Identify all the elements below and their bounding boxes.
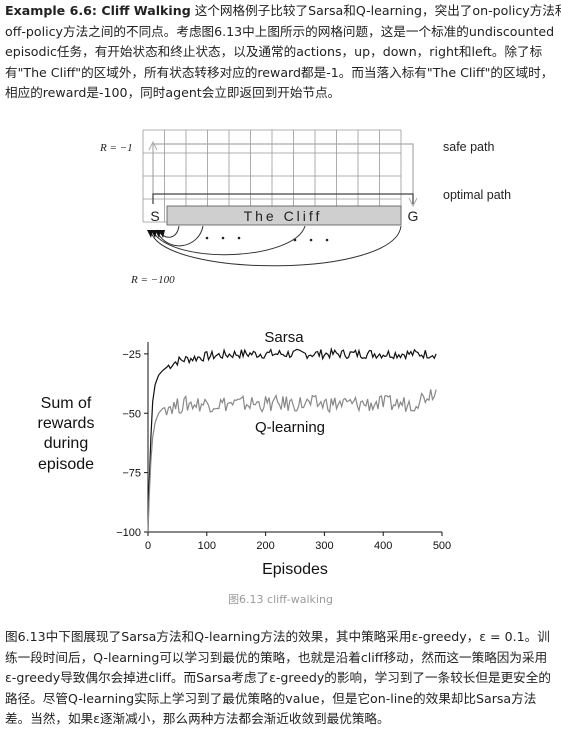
outro-line-3: ε-greedy导致偶尔会掉进cliff。而Sarsa考虑了ε-greedy的影… [5, 670, 551, 685]
intro-line-3: episodic任务，有开始状态和终止状态，以及通常的actions，up，do… [5, 44, 543, 59]
intro-line-4: 有"The Cliff"的区域外，所有状态转移对应的reward都是-1。而当落… [5, 64, 554, 80]
sarsa-curve [147, 346, 437, 533]
outro-line-2: 练一段时间后，Q-learning可以学习到最优的策略，也就是沿着cliff移动… [5, 649, 548, 665]
intro-paragraph: Example 6.6: Cliff Walking 这个网格例子比较了Sars… [5, 1, 561, 104]
x-tick-label: 100 [198, 540, 216, 552]
intro-line-1: Example 6.6: Cliff Walking 这个网格例子比较了Sars… [5, 3, 561, 18]
y-tick-label: −100 [116, 527, 141, 539]
goal-label: G [408, 208, 419, 224]
optimal-path-line [152, 193, 414, 204]
reward-cliff-label: R = −100 [130, 274, 175, 286]
safe-path-arrowhead-up [148, 140, 158, 151]
optimal-path-label: optimal path [443, 188, 511, 202]
outro-line-1: 图6.13中下图展现了Sarsa方法和Q-learning方法的效果，其中策略采… [5, 629, 550, 644]
x-tick-label: 400 [374, 540, 392, 552]
cliff-return-arcs [150, 225, 402, 267]
intro-line-2: off-policy方法之间的不同点。考虑图6.13中上图所示的网格问题，这是一… [5, 23, 555, 39]
start-label: S [150, 208, 159, 224]
intro-line-5: 相应的reward是-100，同时agent会立即返回到开始节点。 [5, 85, 341, 100]
chart-series [147, 346, 437, 533]
cliff-return-arrowheads [147, 230, 165, 238]
y-tick-label: −50 [122, 408, 141, 420]
safe-path-line [152, 143, 414, 204]
learning-curves-chart: Sum of rewards during episode 0 100 200 300… [38, 329, 452, 578]
outro-paragraph: 图6.13中下图展现了Sarsa方法和Q-learning方法的效果，其中策略采… [5, 627, 556, 730]
y-axis-title-line-1: Sum of [41, 395, 92, 412]
reward-step-label: R = −1 [99, 142, 133, 154]
ellipsis-dots [205, 236, 329, 242]
series-label-qlearning: Q-learning [255, 419, 325, 436]
safe-path-arrowhead-down [408, 197, 418, 208]
outro-line-5: 差。当然，如果ε逐渐减小，那么两种方法都会渐近收敛到最优策略。 [5, 711, 390, 726]
cliff-label: The Cliff [244, 208, 323, 224]
x-tick-label: 0 [145, 540, 151, 552]
safe-path-label: safe path [443, 140, 494, 154]
y-ticks: −25 −50 −75 −100 [116, 349, 148, 539]
y-axis-title-line-4: episode [38, 456, 94, 473]
series-label-sarsa: Sarsa [264, 329, 304, 346]
y-tick-label: −25 [122, 349, 141, 361]
outro-line-4: 路径。尽管Q-learning实际上学习到了最优策略的value，但是它on-l… [5, 690, 537, 706]
y-axis-title: Sum of rewards during episode [38, 395, 95, 473]
y-tick-label: −75 [122, 468, 141, 480]
gridworld-figure: The Cliff S G R = −1 R = −100 safe path … [99, 129, 511, 286]
x-tick-label: 200 [256, 540, 274, 552]
x-tick-label: 300 [315, 540, 333, 552]
y-axis-title-line-2: rewards [38, 415, 95, 432]
figure-caption: 图6.13 cliff-walking [228, 593, 333, 606]
cliff-region [166, 205, 402, 226]
y-axis-title-line-3: during [44, 435, 88, 452]
x-tick-label: 500 [433, 540, 451, 552]
example-label: Example 6.6: Cliff Walking [5, 3, 191, 18]
x-axis-title: Episodes [262, 561, 328, 578]
qlearning-curve [147, 389, 437, 533]
x-ticks: 0 100 200 300 400 500 [145, 532, 451, 552]
